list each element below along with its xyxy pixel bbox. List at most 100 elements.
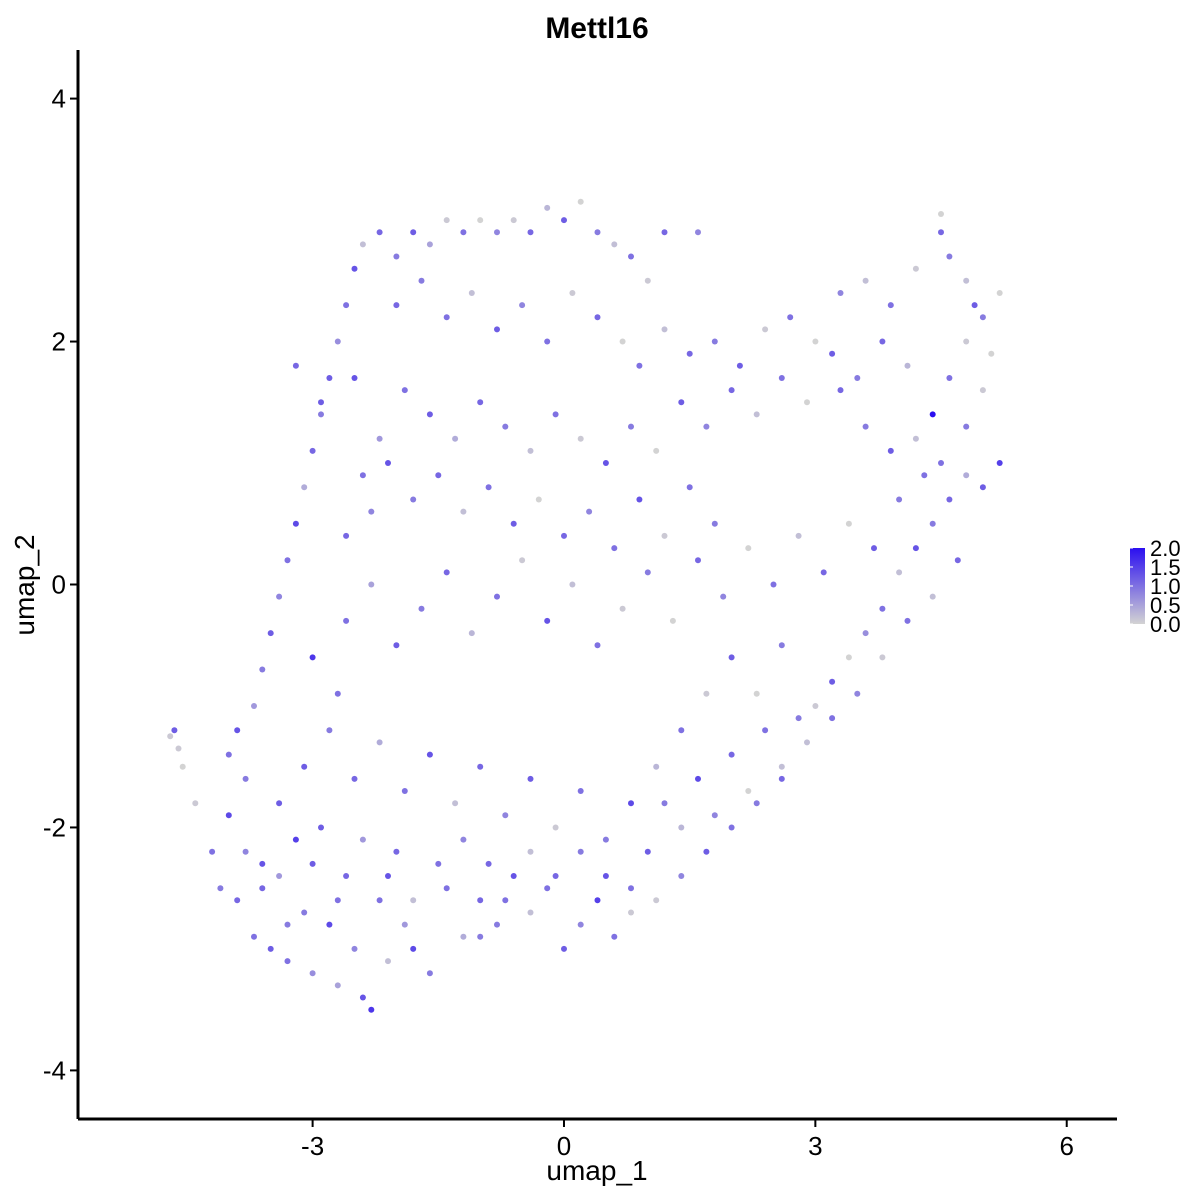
cell-point (376, 897, 383, 904)
cell-point (309, 447, 316, 454)
colorbar-legend: 0.00.51.01.52.0 (1130, 536, 1181, 637)
cell-point (753, 690, 760, 697)
cell-point (443, 885, 450, 892)
cell-point (292, 362, 299, 369)
cell-point (259, 666, 266, 673)
cell-point (896, 569, 903, 576)
cell-point (946, 496, 953, 503)
cell-point (577, 198, 584, 205)
cell-point (326, 921, 333, 928)
cell-point (376, 435, 383, 442)
x-ticks: -3 0 3 6 (301, 1119, 1074, 1161)
cell-point (678, 727, 685, 734)
cell-point (594, 897, 601, 904)
cell-point (401, 788, 408, 794)
cell-point (485, 484, 492, 491)
cell-point (963, 338, 970, 345)
cell-point (334, 690, 341, 697)
cell-point (963, 423, 970, 430)
cell-point (979, 314, 986, 321)
cell-point (963, 277, 970, 284)
cell-point (661, 326, 668, 333)
cell-point (552, 873, 559, 879)
cell-point (636, 362, 643, 369)
cell-point (921, 472, 928, 479)
cell-point (527, 848, 534, 855)
cell-point (267, 630, 274, 637)
cell-point (418, 605, 425, 612)
cell-point (452, 435, 459, 442)
cell-point (359, 472, 366, 479)
cell-point (804, 399, 810, 406)
cell-point (192, 800, 199, 807)
cell-point (787, 314, 794, 321)
cell-point (318, 411, 324, 418)
cell-point (393, 253, 400, 260)
cell-point (477, 399, 484, 406)
cell-point (276, 800, 283, 807)
cell-point (988, 350, 995, 357)
cell-point (426, 411, 433, 418)
cell-point (502, 897, 509, 904)
cell-point (904, 362, 911, 369)
cell-point (426, 751, 433, 758)
cell-point (502, 423, 509, 430)
cell-point (460, 229, 467, 236)
cell-point (410, 496, 417, 503)
cell-point (795, 715, 802, 722)
cell-point (762, 727, 769, 734)
cell-point (728, 824, 735, 831)
x-axis-title: umap_1 (546, 1155, 647, 1186)
cell-point (594, 229, 601, 236)
cell-point (292, 836, 299, 843)
cell-point (661, 800, 668, 807)
cell-point (703, 848, 710, 855)
cell-point (552, 411, 559, 418)
cell-point (611, 933, 618, 940)
cell-point (468, 630, 475, 637)
cell-point (435, 860, 442, 867)
cell-point (179, 763, 186, 770)
cell-point (385, 460, 391, 466)
cell-point (309, 654, 316, 661)
cell-point (854, 375, 861, 381)
cell-point (544, 338, 551, 345)
x-tick-label: 6 (1059, 1131, 1073, 1161)
cell-point (686, 350, 693, 357)
cell-point (711, 520, 718, 527)
cell-point (519, 557, 526, 564)
cell-point (510, 873, 517, 879)
cell-point (460, 836, 467, 843)
cell-point (225, 812, 232, 819)
cell-point (502, 812, 509, 819)
cell-point (795, 532, 802, 539)
cell-point (326, 375, 333, 381)
cell-point (234, 897, 241, 904)
cell-point (946, 253, 953, 260)
cell-point (385, 958, 391, 965)
cell-point (343, 302, 350, 309)
cell-point (477, 897, 484, 904)
cell-point (284, 921, 291, 928)
cell-point (527, 775, 534, 782)
colorbar-gradient (1130, 548, 1145, 624)
cell-point (393, 848, 400, 855)
cell-point (477, 933, 484, 940)
cell-point (368, 1006, 375, 1013)
cell-point (887, 447, 894, 454)
cell-point (284, 557, 291, 564)
cell-point (494, 229, 500, 236)
cell-point (628, 423, 634, 430)
cell-point (410, 897, 417, 904)
cell-point (376, 229, 383, 236)
cell-point (343, 617, 350, 624)
cell-point (628, 909, 634, 916)
cell-point (242, 848, 249, 855)
cell-point (443, 314, 450, 321)
cell-point (586, 508, 593, 515)
cell-point (410, 229, 417, 236)
y-tick-label: 4 (52, 84, 66, 114)
cell-point (845, 654, 852, 661)
cell-point (753, 411, 760, 418)
cell-point (225, 751, 232, 758)
